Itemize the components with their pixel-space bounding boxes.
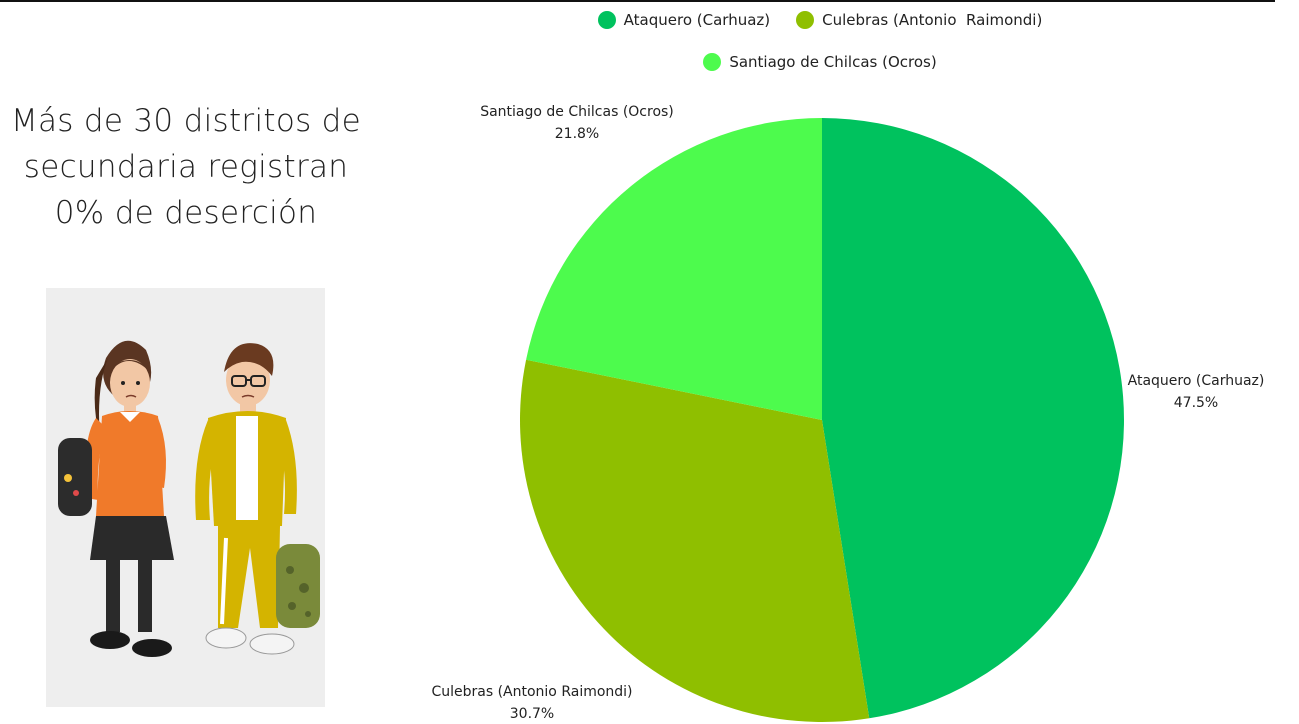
legend-label-culebras: Culebras (Antonio Raimondi) [822, 11, 1043, 29]
slice-label-santiago: Santiago de Chilcas (Ocros) [480, 104, 674, 120]
students-illustration [46, 288, 325, 707]
headline-line-2: secundaria registran [23, 149, 349, 185]
headline-line-3: 0% de deserción [54, 195, 318, 231]
slice-value-ataquero: 47.5% [1174, 395, 1218, 411]
legend-item-santiago[interactable]: Santiago de Chilcas (Ocros) [703, 53, 937, 71]
top-divider [0, 0, 1275, 2]
slice-value-culebras: 30.7% [510, 706, 554, 722]
chart-legend: Ataquero (Carhuaz) Culebras (Antonio Rai… [540, 6, 1100, 90]
legend-row-1: Ataquero (Carhuaz) Culebras (Antonio Rai… [540, 6, 1100, 34]
girl-figure-icon [58, 340, 174, 657]
legend-item-culebras[interactable]: Culebras (Antonio Raimondi) [796, 11, 1042, 29]
legend-swatch-culebras [796, 11, 815, 29]
legend-item-ataquero[interactable]: Ataquero (Carhuaz) [597, 11, 771, 29]
legend-label-santiago: Santiago de Chilcas (Ocros) [729, 53, 937, 71]
headline: Más de 30 distritos de secundaria regist… [0, 98, 372, 236]
headline-line-1: Más de 30 distritos de [10, 103, 362, 139]
pie-slice-santiago[interactable] [526, 118, 822, 420]
legend-label-ataquero: Ataquero (Carhuaz) [623, 11, 771, 29]
pie-slice-ataquero[interactable] [822, 118, 1124, 719]
students-walking-illustration-icon [58, 340, 320, 657]
legend-swatch-santiago [703, 53, 722, 71]
boy-figure-icon [195, 343, 320, 655]
legend-row-2: Santiago de Chilcas (Ocros) [540, 48, 1100, 76]
legend-swatch-ataquero [597, 11, 616, 29]
slice-label-ataquero: Ataquero (Carhuaz) [1128, 373, 1265, 389]
pie-slice-culebras[interactable] [520, 359, 870, 722]
slice-label-culebras: Culebras (Antonio Raimondi) [431, 684, 632, 700]
slice-value-santiago: 21.8% [555, 126, 599, 142]
